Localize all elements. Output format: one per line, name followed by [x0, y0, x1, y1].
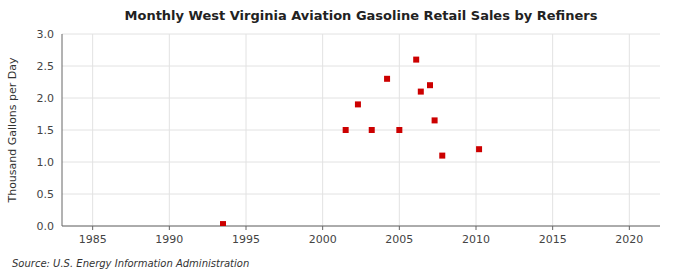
x-tick: [246, 226, 247, 230]
source: Source: U.S. Energy Information Administ…: [12, 258, 249, 269]
grid-line: [476, 34, 477, 226]
x-tick-label: 2020: [615, 233, 643, 246]
x-tick: [322, 226, 323, 230]
x-tick-label: 2015: [539, 233, 567, 246]
point: [355, 101, 361, 107]
x-tick-label: 2000: [309, 233, 337, 246]
grid-line: [629, 34, 630, 226]
x-tick: [92, 226, 93, 230]
grid-line: [322, 34, 323, 226]
y-tick-label: 0.5: [37, 188, 55, 201]
x-tick-label: 1995: [232, 233, 260, 246]
x-tick-label: 1990: [155, 233, 183, 246]
point: [476, 146, 482, 152]
grid-line: [62, 98, 660, 99]
x-tick-label: 2005: [385, 233, 413, 246]
y-tick-label: 1.5: [37, 124, 55, 137]
grid-line: [92, 34, 93, 226]
grid-line: [62, 226, 660, 227]
point: [369, 127, 375, 133]
point: [432, 117, 438, 123]
point: [439, 153, 445, 159]
point: [418, 89, 424, 95]
grid-line: [169, 34, 170, 226]
x-tick: [552, 226, 553, 230]
point: [384, 76, 390, 82]
grid-line: [62, 162, 660, 163]
point: [427, 82, 433, 88]
grid-line: [62, 194, 660, 195]
grid-line: [552, 34, 553, 226]
y-tick-label: 2.5: [37, 60, 55, 73]
grid-line: [62, 130, 660, 131]
point: [220, 221, 226, 226]
x-tick: [629, 226, 630, 230]
x-tick: [399, 226, 400, 230]
chart-container: Monthly West Virginia Aviation Gasoline …: [0, 0, 675, 275]
x-tick-label: 2010: [462, 233, 490, 246]
point: [396, 127, 402, 133]
point: [413, 57, 419, 63]
y-tick-label: 0.0: [37, 220, 55, 233]
grid-line: [246, 34, 247, 226]
grid-line: [62, 34, 660, 35]
x-tick: [169, 226, 170, 230]
chart: Monthly West Virginia Aviation Gasoline …: [0, 0, 675, 275]
x-axis-line: [62, 226, 660, 227]
y-axis-line: [62, 34, 63, 226]
grid: [62, 34, 660, 226]
point: [343, 127, 349, 133]
y-tick-label: 1.0: [37, 156, 55, 169]
y-tick-label: 2.0: [37, 92, 55, 105]
y-tick-label: 3.0: [37, 28, 55, 41]
x-tick: [476, 226, 477, 230]
y-axis-label: Thousand Gallons per Day: [6, 57, 19, 204]
grid-line: [62, 66, 660, 67]
x-tick-label: 1985: [79, 233, 107, 246]
title: Monthly West Virginia Aviation Gasoline …: [125, 8, 598, 23]
points: [220, 57, 482, 226]
